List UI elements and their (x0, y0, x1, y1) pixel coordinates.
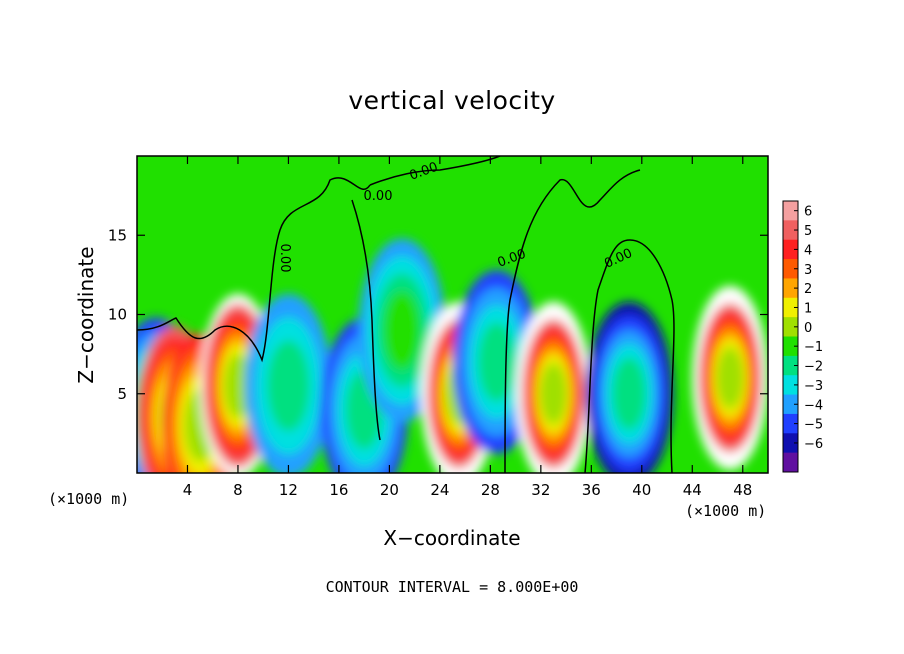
zero-contour (504, 169, 641, 473)
contour-label: 0.00 (364, 189, 393, 204)
colorbar-swatch (783, 278, 798, 299)
colorbar-label: 1 (804, 301, 812, 316)
colorbar-swatch (783, 317, 798, 337)
y-tick-label: 5 (117, 385, 127, 403)
contour-label: 0.00 (277, 244, 292, 273)
chart-title: vertical velocity (348, 86, 556, 115)
x-tick-label: 36 (582, 481, 601, 499)
x-tick-label: 8 (233, 481, 243, 499)
x-tick-label: 32 (531, 481, 550, 499)
colorbar-swatch (783, 297, 798, 318)
colorbar-swatch (783, 394, 798, 415)
colorbar-swatch (783, 375, 798, 396)
colorbar-label: −6 (804, 437, 823, 452)
colorbar-swatch (783, 452, 798, 473)
colorbar-label: −2 (804, 360, 823, 375)
y-tick-label: 15 (108, 226, 127, 244)
colorbar-swatch (783, 220, 798, 241)
colorbar-label: 3 (804, 263, 812, 278)
colorbar-label: 5 (804, 224, 812, 239)
y-tick-label: 10 (108, 306, 127, 324)
colorbar-frame (782, 200, 799, 473)
colorbar-swatch (783, 433, 798, 454)
x-tick-label: 24 (430, 481, 449, 499)
colorbar: 6 5 4 3 2 1 0 −1 −2 −3 −4 −5 −6 (782, 200, 823, 473)
velocity-cell (585, 301, 673, 473)
zero-contour (584, 239, 675, 473)
x-unit-right: (×1000 m) (685, 502, 767, 520)
x-tick-label: 12 (279, 481, 298, 499)
colorbar-label: −1 (804, 340, 823, 355)
colorbar-swatch (783, 355, 798, 376)
x-tick-label: 48 (733, 481, 752, 499)
colorbar-label: −5 (804, 418, 823, 433)
colorbar-swatch (783, 413, 798, 434)
colorbar-swatch (783, 239, 798, 260)
velocity-field: 0.000.000.00 0.000.00 (137, 156, 768, 473)
colorbar-label: 0 (804, 321, 812, 336)
velocity-cell (515, 301, 592, 473)
colorbar-label: 4 (804, 243, 812, 258)
x-tick-label: 16 (329, 481, 348, 499)
colorbar-swatch (783, 259, 798, 279)
colorbar-swatch (783, 336, 798, 357)
x-tick-label: 28 (481, 481, 500, 499)
velocity-cell (244, 293, 333, 473)
x-axis-label: X−coordinate (383, 526, 521, 550)
zero-contour (137, 177, 371, 363)
x-tick-label: 40 (632, 481, 651, 499)
zero-contour (369, 156, 501, 186)
contour-interval-note: CONTOUR INTERVAL = 8.000E+00 (325, 578, 579, 596)
colorbar-label: 6 (804, 205, 812, 220)
velocity-cell (692, 285, 768, 470)
colorbar-label: −4 (804, 398, 823, 413)
x-unit-left: (×1000 m) (48, 490, 130, 508)
x-tick-label: 44 (683, 481, 702, 499)
zero-contour (351, 199, 381, 441)
colorbar-label: 2 (804, 282, 812, 297)
colorbar-label: −3 (804, 379, 823, 394)
colorbar-swatch (783, 201, 798, 221)
x-tick-label: 4 (183, 481, 193, 499)
x-tick-label: 20 (380, 481, 399, 499)
